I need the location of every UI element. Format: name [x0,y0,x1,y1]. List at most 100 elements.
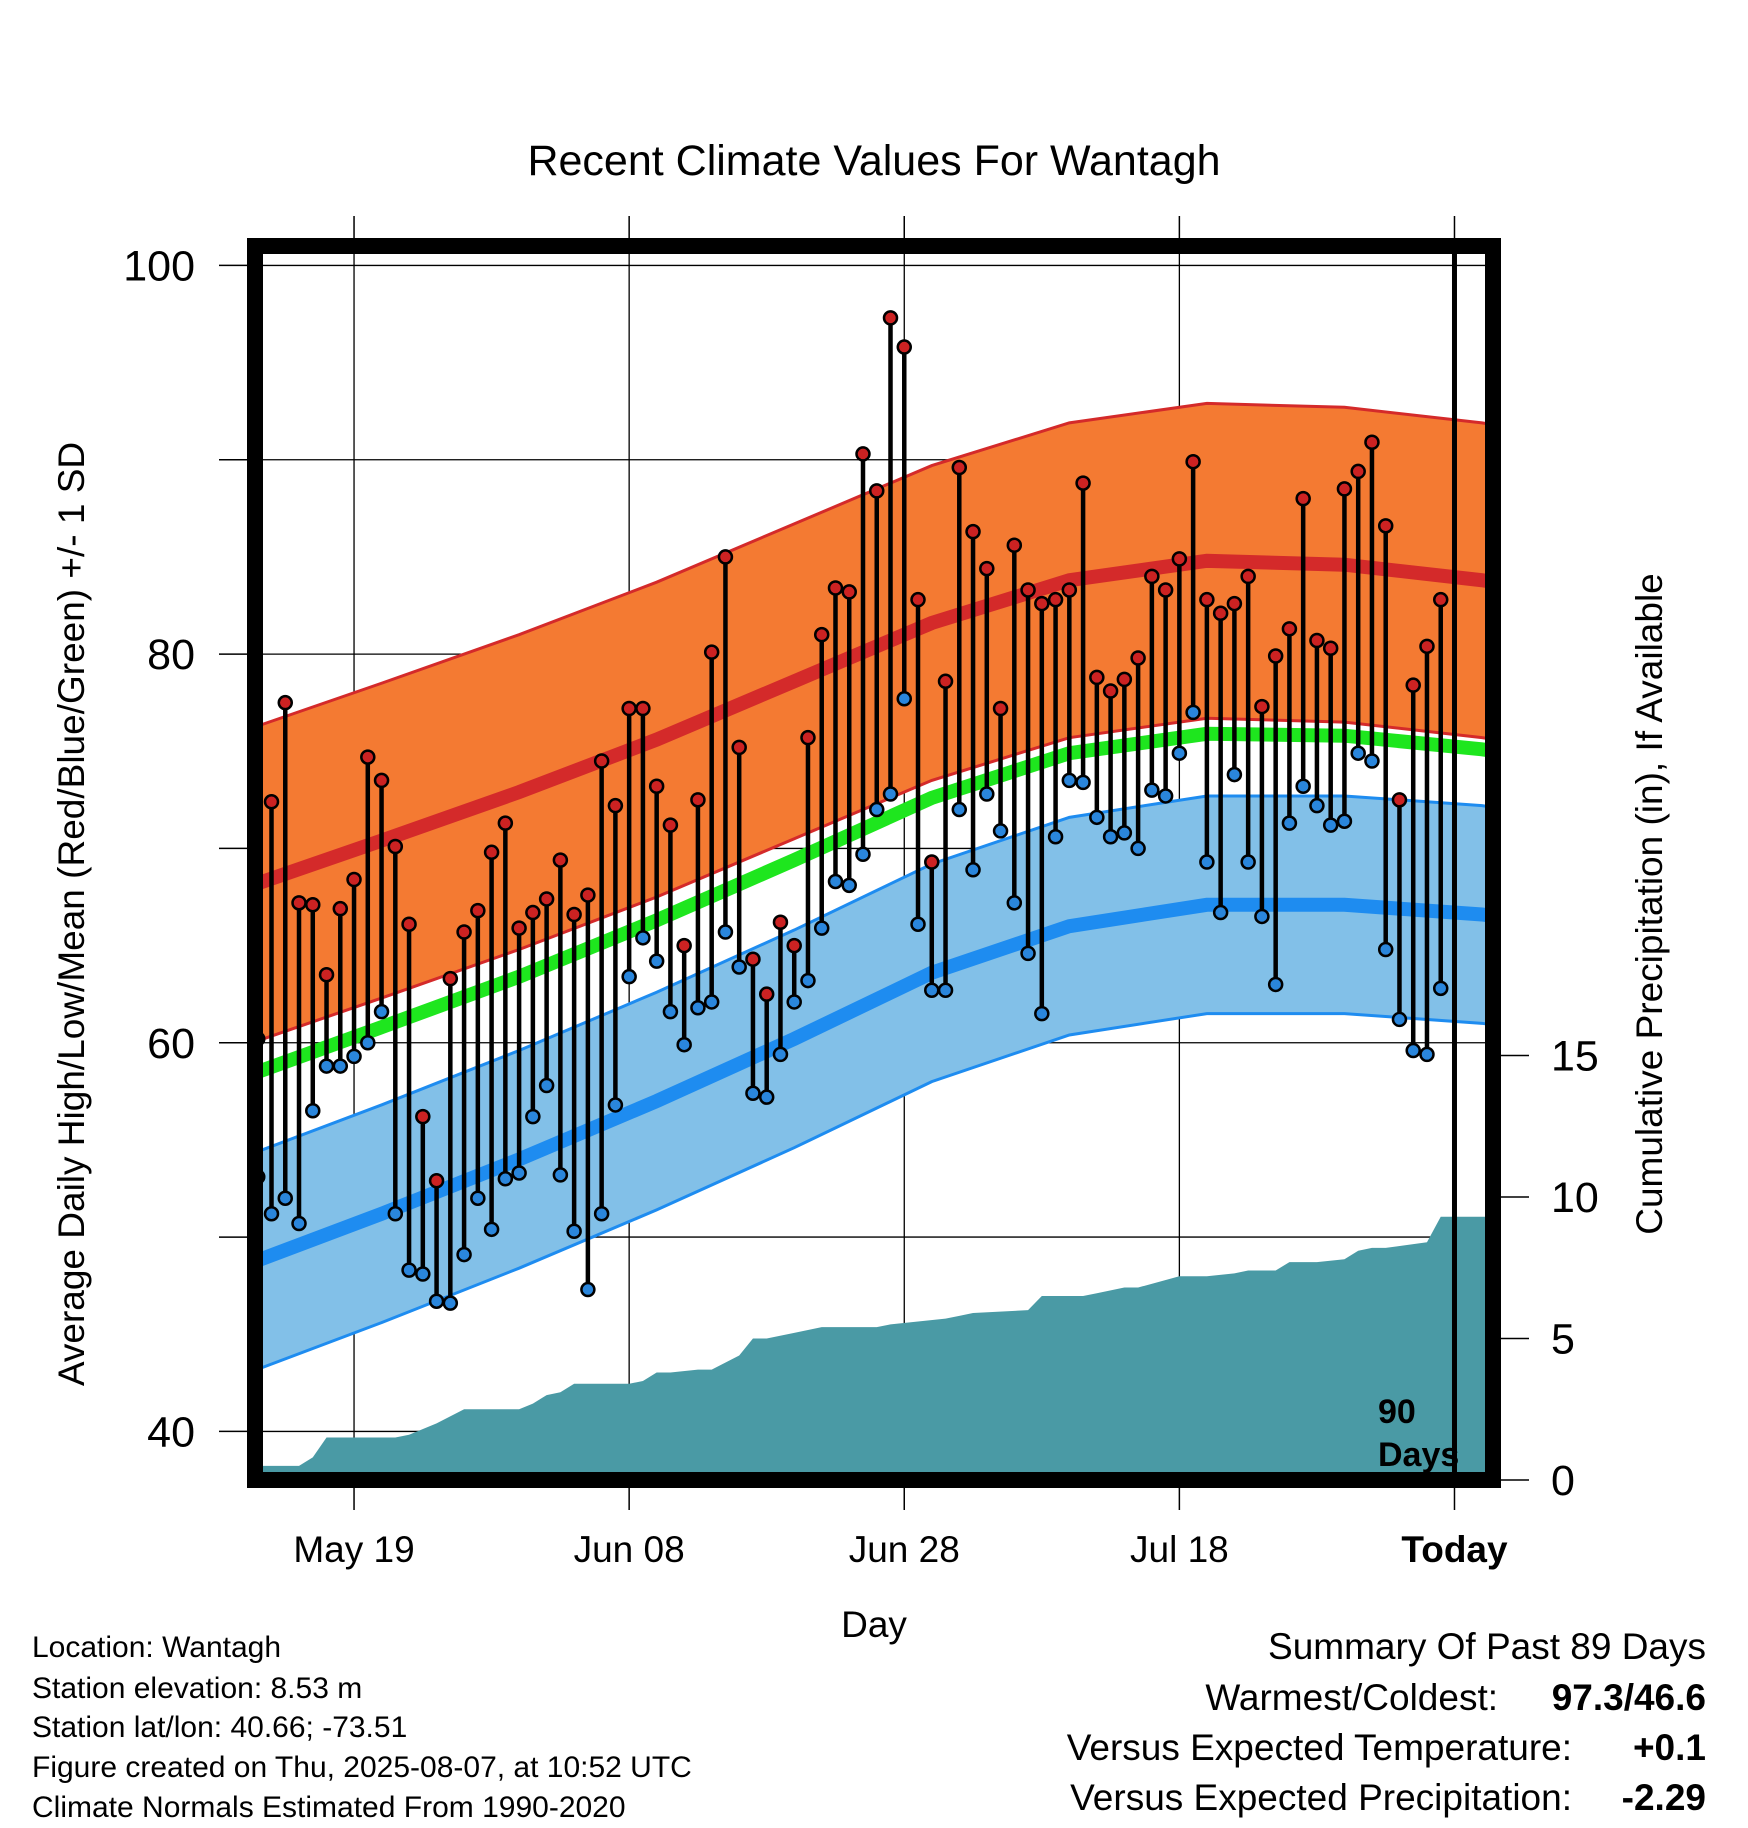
high-temp-point [1336,481,1353,497]
high-temp-point [1240,568,1256,585]
low-temp-point [662,1003,679,1020]
low-temp-point [277,1190,294,1206]
latlon-line: Station lat/lon: 40.66; -73.51 [32,1711,407,1744]
high-temp-point [1020,582,1036,598]
y2-tick-label: 15 [1551,1032,1599,1080]
high-temp-point [827,580,844,596]
high-temp-point [1254,698,1270,715]
low-temp-point [937,982,954,999]
low-temp-point [1309,797,1325,814]
high-temp-point [869,483,885,499]
x-axis-title: Day [841,1604,907,1645]
high-temp-point [621,700,637,717]
low-temp-point [470,1190,486,1206]
high-temp-point [1432,591,1449,608]
y-tick-label: 80 [147,631,195,679]
low-temp-point [428,1293,445,1309]
high-temp-point [566,906,582,923]
low-temp-point [483,1221,500,1238]
high-temp-point [525,904,541,921]
plot-area [255,246,1493,1480]
chart-title: Recent Climate Values For Wantagh [527,137,1220,185]
high-temp-point [538,891,555,907]
high-temp-point [1267,648,1284,664]
temperature-deviation-value: +0.1 [1633,1727,1706,1768]
low-temp-point [648,953,665,969]
y2-tick-label: 10 [1551,1174,1599,1222]
high-temp-point [1391,792,1408,808]
low-temp-point [731,959,747,975]
precipitation-deviation-label: Versus Expected Precipitation: [1070,1777,1572,1818]
high-temp-point [896,339,913,355]
high-temp-point [717,549,734,565]
low-temp-point [745,1085,761,1102]
high-temp-point [1350,463,1366,480]
elevation-line: Station elevation: 8.53 m [32,1672,362,1705]
high-temp-point [332,900,349,917]
low-temp-point [813,920,830,936]
high-temp-point [305,897,321,913]
precipitation-deviation-value: -2.29 [1622,1777,1706,1818]
normal-bands [255,401,1493,1371]
x-tick-label: Jun 08 [574,1529,685,1570]
x-tick-label: May 19 [293,1529,414,1570]
created-line: Figure created on Thu, 2025-08-07, at 10… [32,1751,692,1784]
low-temp-point [1171,745,1188,761]
low-temp-point [1350,745,1366,761]
high-temp-point [511,920,527,936]
low-temp-point [1267,976,1284,993]
low-temp-point [882,786,899,802]
high-temp-point [497,815,514,831]
high-temp-point [690,792,706,808]
low-temp-point [1364,753,1380,769]
normals-line: Climate Normals Estimated From 1990-2020 [32,1791,626,1824]
low-temp-point [566,1223,582,1240]
daily-observations [255,310,1449,1311]
high-temp-point [758,986,775,1002]
y2-axis-title: Cumulative Precipitation (in), If Availa… [1629,573,1670,1235]
location-info: Location: Wantagh Station elevation: 8.5… [32,1631,692,1824]
low-temp-point [401,1262,417,1278]
low-temp-point [992,823,1009,839]
low-temp-point [1157,788,1174,804]
low-temp-point [690,1000,706,1016]
high-temp-point [387,838,404,855]
location-line: Location: Wantagh [32,1631,281,1664]
y2-tick-label: 0 [1551,1457,1575,1505]
mean-normal-line [255,726,1493,1079]
high-temp-point [855,446,871,462]
high-temp-point [415,1108,431,1125]
low-temp-point [1199,854,1215,870]
high-temp-point [676,937,692,954]
low-temp-point [1061,772,1078,789]
high-temp-point [882,310,899,326]
high-temp-point [1309,632,1325,649]
high-temp-point [1185,453,1201,470]
low-temp-point [1144,782,1160,798]
axes: 40 60 80 100 0 5 10 15 May 19 Jun 08 Jun 28 Jul 18 T… [123,216,1599,1570]
low-temp-point [593,1206,610,1222]
high-temp-point [635,700,651,717]
y-tick-label: 60 [147,1020,195,1068]
high-temp-point [470,902,486,919]
low-temp-point [717,924,734,940]
low-normal-band [257,795,1493,1370]
high-temp-point [580,887,596,903]
low-temp-point [1419,1046,1435,1063]
low-temp-point [1336,813,1353,829]
high-temp-point [1130,650,1146,666]
low-temp-point [1432,980,1449,997]
high-temp-point [1144,568,1160,585]
high-temp-point [910,591,926,608]
low-temp-point [1116,825,1133,841]
low-temp-point [910,916,926,932]
high-temp-point [277,694,294,711]
low-temp-point [827,873,844,890]
y2-tick-label: 5 [1551,1315,1575,1363]
low-temp-point [979,786,995,802]
today-label-count: 90 [1378,1393,1416,1431]
low-temp-point [1006,895,1023,911]
low-temp-point [1020,945,1036,962]
low-temp-point [841,877,857,894]
low-temp-point [263,1206,280,1222]
